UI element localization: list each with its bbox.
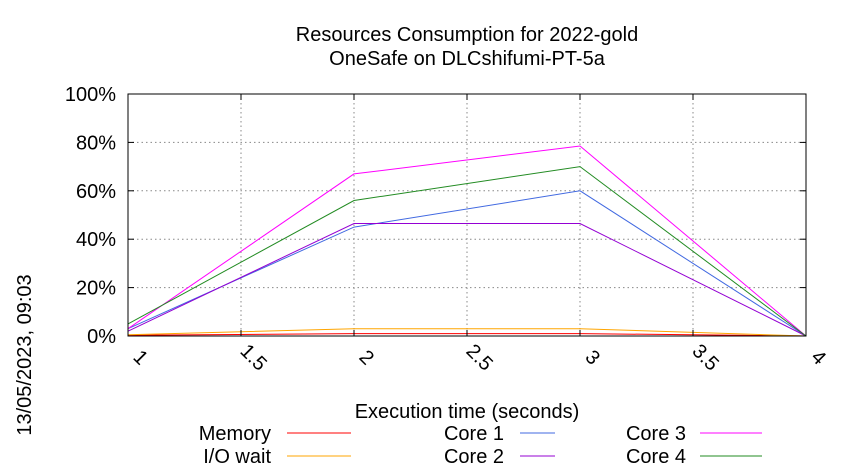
x-axis-label: Execution time (seconds) <box>355 401 580 423</box>
x-tick-label: 2 <box>355 346 378 369</box>
y-tick-label: 80% <box>76 132 116 154</box>
y-axis-ticks: 0% 20% 40% 60% 80% 100% <box>65 84 806 348</box>
legend-label-memory: Memory <box>199 423 271 445</box>
y-tick-label: 20% <box>76 278 116 300</box>
x-tick-label: 3.5 <box>688 340 723 375</box>
legend-label-core-1: Core 1 <box>444 423 504 445</box>
x-tick-label: 4 <box>807 346 830 369</box>
legend-label-core-4: Core 4 <box>626 446 686 468</box>
series-line-core-2 <box>127 223 807 337</box>
timestamp-label: 13/05/2023, 09:03 <box>14 274 36 435</box>
series-lines <box>127 145 807 337</box>
series-line-core-4 <box>127 166 807 337</box>
y-tick-label: 100% <box>65 84 116 106</box>
grid-lines <box>128 94 806 336</box>
series-line-core-1 <box>127 190 807 337</box>
legend-label-i-o-wait: I/O wait <box>203 446 271 468</box>
legend-label-core-3: Core 3 <box>626 423 686 445</box>
series-line-core-3 <box>127 145 807 337</box>
y-tick-label: 60% <box>76 181 116 203</box>
x-tick-label: 1 <box>129 346 152 369</box>
x-tick-label: 2.5 <box>462 340 497 375</box>
chart-subtitle: OneSafe on DLCshifumi-PT-5a <box>329 48 606 70</box>
legend-label-core-2: Core 2 <box>444 446 504 468</box>
y-tick-label: 40% <box>76 229 116 251</box>
chart-title: Resources Consumption for 2022-gold <box>296 24 638 46</box>
y-tick-label: 0% <box>87 326 116 348</box>
x-tick-label: 3 <box>581 346 604 369</box>
x-tick-label: 1.5 <box>236 340 271 375</box>
